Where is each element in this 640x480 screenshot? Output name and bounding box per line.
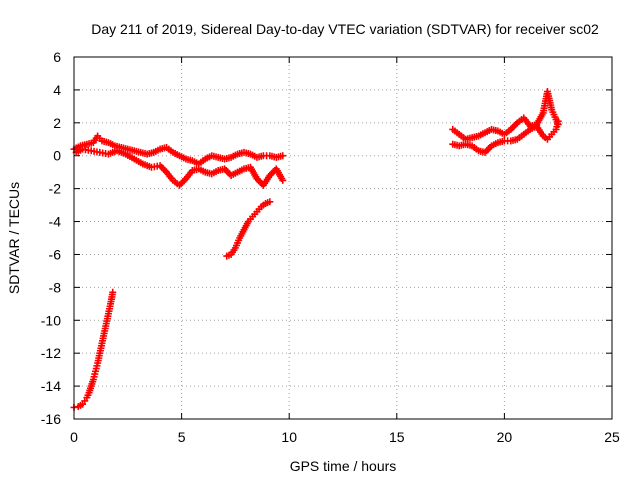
y-axis-label: SDTVAR / TECUs xyxy=(6,182,22,294)
plot-frame xyxy=(73,56,613,420)
data-point xyxy=(554,117,562,125)
data-point xyxy=(279,152,287,160)
x-tick-label: 0 xyxy=(70,429,78,445)
x-tick-label: 20 xyxy=(497,429,513,445)
y-tick-label: -4 xyxy=(49,214,62,230)
data-points-layer xyxy=(70,88,562,411)
y-tick-label: -12 xyxy=(41,345,61,361)
y-tick-label: -2 xyxy=(49,181,62,197)
y-tick-label: -14 xyxy=(41,378,61,394)
y-tick-label: 2 xyxy=(53,115,61,131)
y-tick-label: 0 xyxy=(53,148,61,164)
tick-label-layer: 0 5 10 15 20 25 -16 -14 -12 -10 -8 -6 -4 -2 0 2 4 6 xyxy=(41,49,620,445)
x-tick-label: 25 xyxy=(604,429,620,445)
y-tick-label: -16 xyxy=(41,411,61,427)
data-point xyxy=(266,198,274,206)
data-point xyxy=(109,288,117,296)
grid-layer xyxy=(74,57,612,419)
y-tick-label: -8 xyxy=(49,279,62,295)
x-axis-label: GPS time / hours xyxy=(290,458,397,474)
chart-title: Day 211 of 2019, Sidereal Day-to-day VTE… xyxy=(91,21,599,37)
x-tick-label: 10 xyxy=(281,429,297,445)
tick-layer xyxy=(73,56,613,420)
y-tick-label: -6 xyxy=(49,246,62,262)
y-tick-label: 6 xyxy=(53,49,61,65)
x-tick-label: 15 xyxy=(389,429,405,445)
x-tick-label: 5 xyxy=(178,429,186,445)
y-tick-label: 4 xyxy=(53,82,61,98)
y-tick-label: -10 xyxy=(41,312,61,328)
data-point xyxy=(279,176,287,184)
